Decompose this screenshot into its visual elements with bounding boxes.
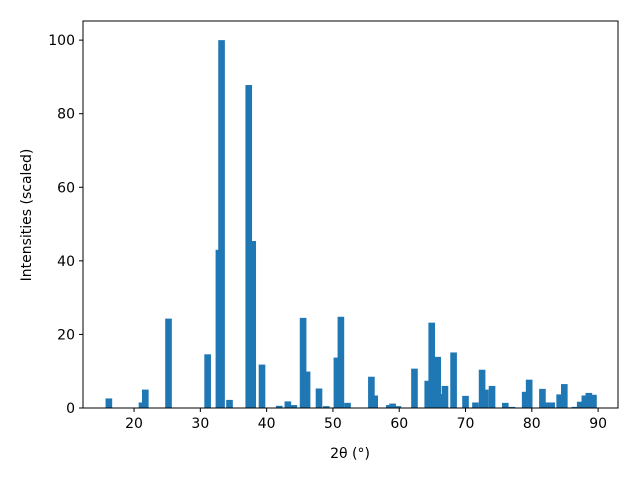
y-tick-label: 20 — [57, 327, 75, 343]
plot-frame — [82, 20, 619, 409]
bar — [322, 406, 330, 408]
x-tick-label: 20 — [125, 416, 143, 432]
bar — [548, 402, 556, 408]
bar — [482, 389, 489, 408]
bar — [371, 395, 379, 408]
bar — [394, 406, 402, 408]
bar — [105, 398, 113, 408]
x-tick-label: 80 — [523, 416, 541, 432]
x-tick-label: 50 — [324, 416, 342, 432]
x-tick-label: 30 — [191, 416, 209, 432]
bar — [543, 402, 551, 408]
bar — [389, 403, 396, 408]
bar — [165, 318, 172, 408]
bar — [368, 376, 375, 408]
bar — [290, 405, 298, 408]
x-tick-label: 90 — [589, 416, 607, 432]
bar — [560, 384, 568, 408]
x-tick-label: 40 — [258, 416, 276, 432]
x-tick-label: 60 — [390, 416, 408, 432]
bar — [424, 380, 432, 408]
x-axis-label: 2θ (°) — [330, 446, 370, 462]
bar — [344, 402, 351, 408]
bar — [556, 394, 563, 408]
bar — [299, 317, 307, 408]
bar — [333, 357, 341, 408]
bar — [411, 368, 418, 408]
y-tick-label: 100 — [48, 33, 75, 49]
bar — [142, 389, 149, 408]
bar — [590, 394, 597, 408]
bar — [450, 352, 457, 408]
y-tick-label: 80 — [57, 107, 75, 123]
y-tick-label: 0 — [66, 401, 75, 417]
bar — [303, 371, 311, 408]
bar — [539, 388, 546, 408]
bar — [501, 402, 509, 408]
bar — [472, 402, 479, 408]
bar — [204, 354, 211, 408]
bar — [521, 391, 529, 408]
bar — [581, 395, 589, 408]
bar — [258, 364, 266, 408]
bar — [218, 40, 225, 409]
bar — [462, 395, 469, 408]
y-axis-label: Intensities (scaled) — [19, 149, 35, 282]
bar — [434, 356, 441, 408]
bar — [585, 392, 593, 408]
y-tick-label: 60 — [57, 180, 75, 196]
bar — [275, 405, 283, 408]
bar — [284, 401, 292, 408]
x-tick-label: 70 — [457, 416, 475, 432]
bar — [441, 385, 449, 408]
bar — [245, 85, 253, 408]
bar — [576, 401, 584, 408]
bar — [249, 240, 257, 408]
bar — [315, 388, 323, 408]
bar — [478, 369, 486, 408]
bar — [226, 399, 233, 408]
bar — [337, 316, 345, 408]
bar — [525, 379, 533, 408]
bar — [508, 406, 516, 408]
bar — [571, 406, 579, 408]
y-tick-label: 40 — [57, 254, 75, 270]
bar — [488, 385, 496, 408]
